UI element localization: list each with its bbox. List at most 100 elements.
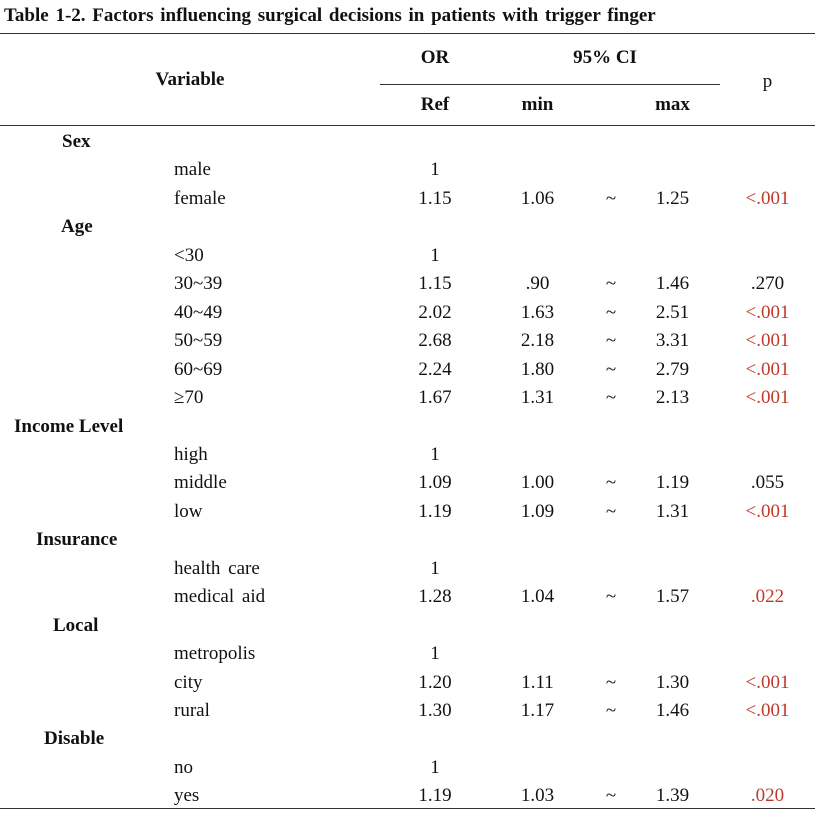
ci-min-value: 1.09 [520,500,555,522]
category-label: Age [61,216,93,238]
bottom-rule [0,808,815,809]
header-or: OR [420,47,450,68]
header-p: p [762,71,773,92]
row-variable: rural [174,700,210,721]
table-row: city 1.20 1.11 ~1.30 <.001 [0,672,815,700]
p-value: <.001 [745,700,790,721]
row-variable: 30~39 [174,273,223,295]
category-row: Income Level [0,416,815,444]
ci-min-value: 1.31 [520,387,555,409]
or-value: 1 [430,643,440,665]
ci-min-value: 2.18 [520,330,555,352]
row-variable: middle [174,472,227,494]
or-value: 1.28 [418,586,452,608]
row-variable: medical aid [174,586,266,608]
p-value: <.001 [745,301,790,323]
or-value: 1.15 [418,187,452,209]
table-row: low 1.19 1.09 ~1.31 <.001 [0,501,815,529]
row-variable: metropolis [174,643,256,665]
ci-separator: ~ [605,387,617,409]
table-row: high 1 [0,444,815,472]
or-value: 2.02 [418,301,452,323]
p-value: .055 [750,472,785,494]
table-row: 40~49 2.02 1.63 ~2.51 <.001 [0,302,815,330]
table-row: medical aid 1.28 1.04 ~1.57 .022 [0,586,815,614]
category-label: Local [53,614,99,636]
table-row: middle 1.09 1.00 ~1.19 .055 [0,472,815,500]
row-variable: low [174,500,203,522]
category-row: Sex [0,131,815,159]
row-variable: ≥70 [174,387,204,409]
row-variable: yes [174,785,200,807]
table-row: female 1.15 1.06 ~1.25 <.001 [0,188,815,216]
ci-max-value: 1.46 [655,273,690,295]
table-row: health care 1 [0,558,815,586]
header-ref: Ref [420,94,450,115]
ci-separator: ~ [605,273,617,295]
or-value: 1 [430,159,440,181]
table-row: male 1 [0,159,815,187]
ci-max-value: 2.13 [655,387,690,409]
table-row: ≥70 1.67 1.31 ~2.13 <.001 [0,387,815,415]
ci-separator: ~ [605,500,617,522]
table-caption: Table 1-2. Factors influencing surgical … [4,5,656,26]
ci-min-value: 1.04 [520,586,555,608]
ci-separator: ~ [605,472,617,494]
table-row: 60~69 2.24 1.80 ~2.79 <.001 [0,359,815,387]
ci-max-value: 1.31 [655,500,690,522]
or-value: 1.19 [418,500,452,522]
table-row: 50~59 2.68 2.18 ~3.31 <.001 [0,330,815,358]
p-value: .020 [750,785,785,807]
ci-max-value: 1.30 [655,671,690,693]
category-label: Disable [44,728,105,750]
header-subrule [380,84,720,85]
or-value: 2.24 [418,358,452,380]
ci-separator: ~ [605,586,617,608]
row-variable: city [174,671,203,693]
table-row: no 1 [0,757,815,785]
header-variable: Variable [155,69,225,90]
ci-min-value: .90 [525,273,550,295]
row-variable: high [174,443,208,465]
category-row: Disable [0,728,815,756]
p-value: .270 [750,273,785,295]
row-variable: 50~59 [174,330,223,352]
p-value: .022 [750,586,785,608]
or-value: 1.30 [418,700,452,721]
ci-min-value: 1.17 [520,700,555,721]
ci-separator: ~ [605,358,617,380]
ci-min-value: 1.11 [521,671,554,693]
ci-max-value: 2.79 [655,358,690,380]
ci-max-value: 1.25 [655,187,690,209]
or-value: 1.20 [418,671,452,693]
p-value: <.001 [745,358,790,380]
ci-max-value: 2.51 [655,301,690,323]
row-variable: male [174,159,211,181]
ci-min-value: 1.03 [520,785,555,807]
or-value: 1.09 [418,472,452,494]
row-variable: female [174,187,226,209]
row-variable: health care [174,557,260,579]
ci-separator: ~ [605,700,617,721]
ci-separator: ~ [605,671,617,693]
table-row: 30~39 1.15 .90 ~1.46 .270 [0,273,815,301]
table-row: yes 1.19 1.03 ~1.39 .020 [0,785,815,813]
table-row: <30 1 [0,245,815,273]
ci-max-value: 3.31 [655,330,690,352]
p-value: <.001 [745,187,790,209]
row-variable: <30 [174,244,204,266]
or-value: 2.68 [418,330,452,352]
ci-max-value: 1.39 [655,785,690,807]
header-max: max [655,94,690,115]
row-variable: 40~49 [174,301,223,323]
category-label: Income Level [14,415,124,437]
or-value: 1.15 [418,273,452,295]
category-row: Age [0,216,815,244]
header-bottom-rule [0,125,815,126]
category-label: Sex [62,131,91,152]
ci-max-value: 1.46 [655,700,690,721]
ci-min-value: 1.00 [520,472,555,494]
ci-separator: ~ [605,301,617,323]
header-ci: 95% CI [573,47,637,68]
